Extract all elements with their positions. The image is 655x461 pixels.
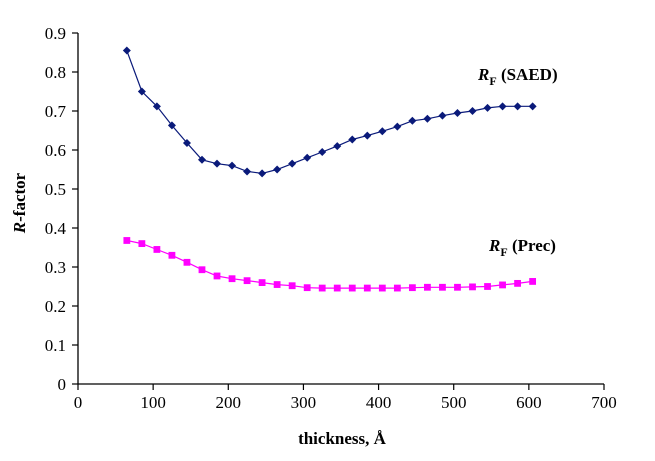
data-point xyxy=(288,159,297,168)
data-point xyxy=(182,138,191,147)
y-tick-label: 0.2 xyxy=(45,297,66,316)
data-point xyxy=(213,272,221,280)
y-tick-label: 0.7 xyxy=(45,102,67,121)
y-tick-label: 0.8 xyxy=(45,63,66,82)
data-point xyxy=(454,283,461,291)
data-point xyxy=(363,284,371,292)
data-point xyxy=(468,107,477,115)
data-point xyxy=(393,284,401,292)
data-point xyxy=(363,131,372,140)
data-point xyxy=(499,281,506,289)
x-tick-label: 500 xyxy=(441,393,467,412)
data-point xyxy=(168,251,176,259)
data-point xyxy=(408,116,417,125)
y-axis-title-rest: -factor xyxy=(10,172,29,222)
series-line xyxy=(126,239,533,289)
y-tick-label: 0.9 xyxy=(45,24,66,43)
series-saed xyxy=(122,46,537,178)
data-point xyxy=(333,284,341,292)
data-point xyxy=(348,284,356,292)
data-point xyxy=(378,284,386,292)
y-axis-ticks: 0 0.1 0.2 0.3 0.4 0.5 0.6 0.7 0.8 0.9 xyxy=(45,24,78,394)
data-point xyxy=(243,277,251,285)
data-point xyxy=(303,284,311,292)
data-point xyxy=(137,87,146,96)
data-point xyxy=(318,284,326,292)
data-point xyxy=(528,102,537,111)
y-tick-label: 0 xyxy=(58,375,67,394)
series-label-saed: RF (SAED) xyxy=(477,65,558,88)
x-tick-label: 100 xyxy=(140,393,166,412)
y-tick-label: 0.3 xyxy=(45,258,66,277)
y-axis-title: R-factor xyxy=(10,172,29,234)
data-point xyxy=(484,283,491,290)
x-tick-label: 0 xyxy=(74,393,83,412)
data-point xyxy=(122,46,131,55)
data-point xyxy=(273,165,282,174)
data-point xyxy=(213,159,222,168)
data-point xyxy=(378,127,387,136)
x-axis-ticks: 0 100 200 300 400 500 600 700 xyxy=(74,384,617,412)
data-point xyxy=(438,111,447,120)
data-point xyxy=(228,161,237,170)
data-point xyxy=(228,275,236,283)
y-tick-label: 0.6 xyxy=(45,141,66,160)
data-point xyxy=(498,102,507,111)
y-tick-label: 0.5 xyxy=(45,180,66,199)
data-point xyxy=(167,121,176,130)
x-axis-title: thickness, Å xyxy=(298,429,387,448)
data-point xyxy=(153,246,161,253)
data-point xyxy=(483,103,492,112)
data-point xyxy=(273,281,281,288)
data-point xyxy=(288,282,296,290)
y-tick-label: 0.1 xyxy=(45,336,66,355)
data-point xyxy=(469,283,476,291)
series-prec xyxy=(123,237,537,292)
data-point xyxy=(333,142,342,151)
data-point xyxy=(424,283,431,291)
data-point xyxy=(513,102,522,111)
x-tick-label: 600 xyxy=(516,393,542,412)
data-point xyxy=(423,114,432,123)
data-point xyxy=(514,279,521,287)
data-point xyxy=(303,153,312,162)
data-point xyxy=(198,266,206,274)
series-line xyxy=(126,50,533,175)
data-point xyxy=(258,169,267,178)
plot-area: 0 100 200 300 400 500 600 700 00.10.20.30.40.50… xyxy=(45,24,617,412)
x-tick-label: 300 xyxy=(291,393,317,412)
series-layer xyxy=(122,46,537,292)
data-point xyxy=(408,284,416,292)
data-point xyxy=(243,167,252,176)
data-point xyxy=(453,108,462,117)
data-point xyxy=(138,240,146,247)
x-tick-label: 700 xyxy=(591,393,617,412)
x-tick-label: 200 xyxy=(216,393,242,412)
data-point xyxy=(183,258,191,266)
data-point xyxy=(152,102,161,111)
y-axis-title-symbol: R xyxy=(10,222,29,234)
data-point xyxy=(197,155,206,164)
series-label-prec: RF (Prec) xyxy=(488,236,556,259)
data-point xyxy=(393,122,402,131)
data-point xyxy=(529,278,537,285)
data-point xyxy=(258,279,266,286)
data-point xyxy=(318,147,327,156)
x-tick-label: 400 xyxy=(366,393,392,412)
data-point xyxy=(348,135,357,144)
y-tick-label: 0.4 xyxy=(45,219,67,238)
data-point xyxy=(439,283,446,291)
data-point xyxy=(123,237,131,244)
